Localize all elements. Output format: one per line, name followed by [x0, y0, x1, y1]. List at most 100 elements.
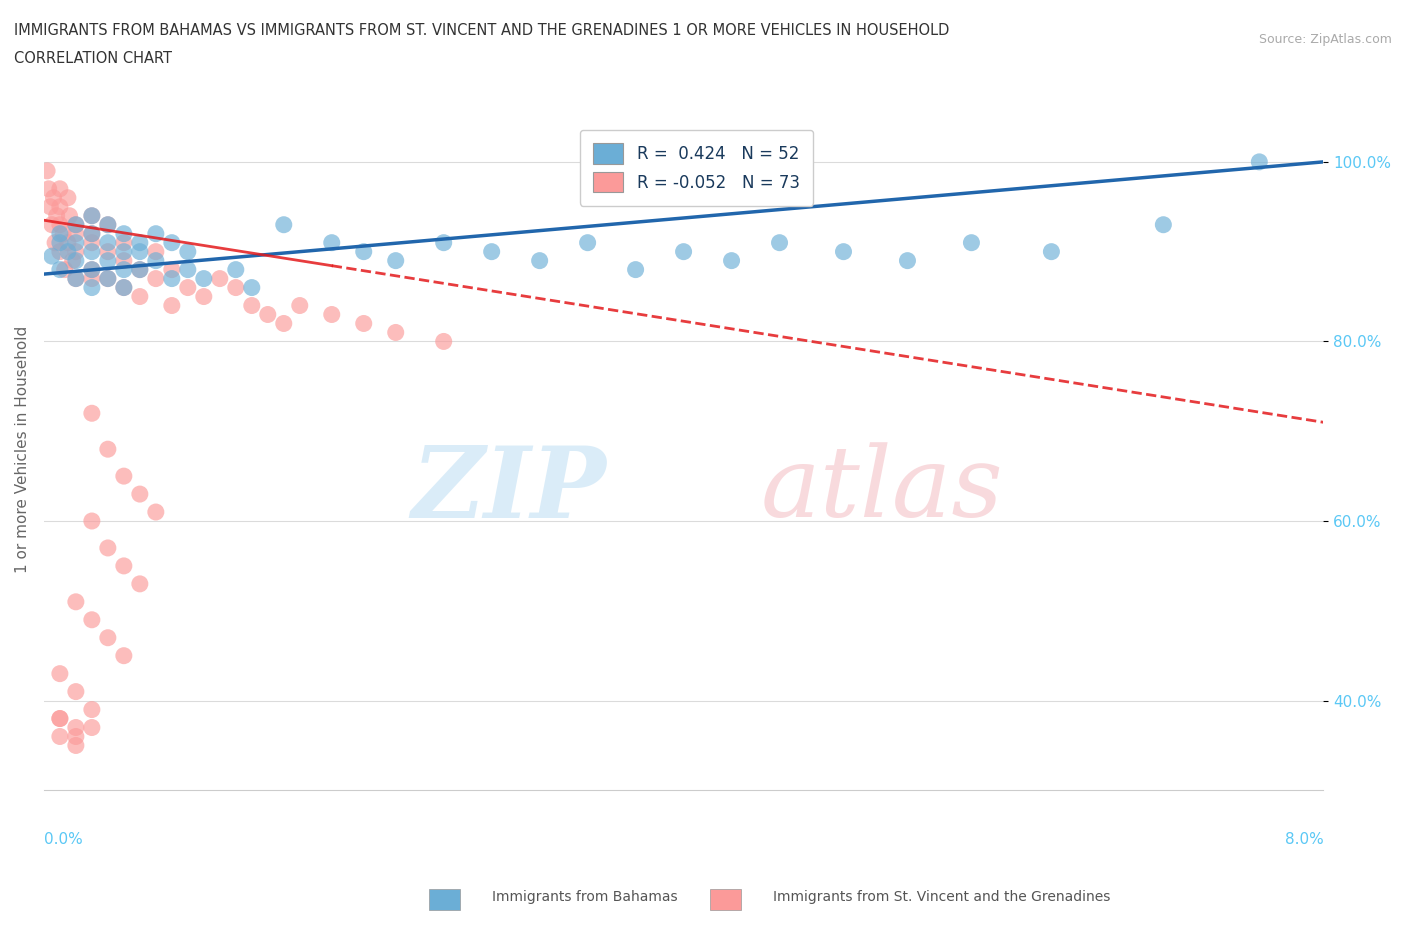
Point: [624, 262, 647, 277]
Point: [65, 245, 87, 259]
Point: [35, 164, 58, 179]
Point: [97, 540, 120, 555]
Point: [112, 648, 135, 663]
Point: [65, 218, 87, 232]
Y-axis label: 1 or more Vehicles in Household: 1 or more Vehicles in Household: [15, 326, 30, 573]
Point: [65, 594, 87, 609]
Point: [80, 280, 103, 295]
Point: [1249, 154, 1271, 169]
Point: [97, 218, 120, 232]
Point: [273, 218, 295, 232]
Point: [80, 272, 103, 286]
Point: [80, 720, 103, 735]
Point: [160, 272, 183, 286]
Point: [80, 405, 103, 420]
Point: [353, 316, 375, 331]
Point: [208, 272, 231, 286]
Point: [45, 208, 67, 223]
Point: [177, 245, 200, 259]
Point: [80, 226, 103, 241]
Point: [49, 262, 72, 277]
Point: [65, 738, 87, 753]
Point: [97, 245, 120, 259]
Point: [225, 262, 247, 277]
Point: [56, 235, 79, 250]
Point: [112, 280, 135, 295]
Point: [80, 702, 103, 717]
Point: [80, 226, 103, 241]
Point: [273, 316, 295, 331]
Point: [384, 325, 406, 339]
Point: [112, 226, 135, 241]
Point: [52, 226, 75, 241]
Point: [433, 235, 456, 250]
Point: [321, 307, 343, 322]
Point: [112, 262, 135, 277]
Point: [80, 262, 103, 277]
Point: [128, 245, 150, 259]
Point: [49, 666, 72, 681]
Point: [112, 245, 135, 259]
Point: [41, 248, 63, 263]
Point: [49, 235, 72, 250]
Point: [49, 711, 72, 726]
Point: [128, 486, 150, 501]
Point: [240, 299, 263, 313]
Text: Source: ZipAtlas.com: Source: ZipAtlas.com: [1258, 33, 1392, 46]
Point: [44, 235, 66, 250]
Point: [97, 272, 120, 286]
Point: [225, 280, 247, 295]
Point: [49, 711, 72, 726]
Point: [58, 208, 80, 223]
Point: [177, 262, 200, 277]
Point: [80, 513, 103, 528]
Text: Immigrants from St. Vincent and the Grenadines: Immigrants from St. Vincent and the Gren…: [773, 890, 1111, 905]
Point: [49, 181, 72, 196]
Point: [529, 253, 551, 268]
Point: [145, 245, 167, 259]
Point: [97, 272, 120, 286]
Point: [288, 299, 311, 313]
Point: [97, 218, 120, 232]
Point: [1152, 218, 1174, 232]
Point: [65, 272, 87, 286]
Point: [177, 280, 200, 295]
Point: [128, 235, 150, 250]
Text: ZIP: ZIP: [412, 442, 607, 538]
Point: [38, 181, 60, 196]
Point: [128, 289, 150, 304]
Point: [160, 235, 183, 250]
Point: [353, 245, 375, 259]
Point: [39, 199, 62, 214]
Point: [97, 253, 120, 268]
Point: [65, 684, 87, 699]
Point: [832, 245, 855, 259]
Point: [56, 191, 79, 206]
Point: [321, 235, 343, 250]
Point: [42, 191, 65, 206]
Point: [65, 272, 87, 286]
Point: [112, 253, 135, 268]
Point: [65, 729, 87, 744]
Point: [80, 208, 103, 223]
Point: [65, 226, 87, 241]
Point: [112, 280, 135, 295]
Point: [160, 299, 183, 313]
Point: [49, 199, 72, 214]
Text: Immigrants from Bahamas: Immigrants from Bahamas: [492, 890, 678, 905]
Point: [112, 235, 135, 250]
Point: [128, 577, 150, 591]
Point: [49, 226, 72, 241]
Point: [41, 218, 63, 232]
Point: [145, 253, 167, 268]
Point: [145, 226, 167, 241]
Point: [193, 272, 215, 286]
Point: [433, 334, 456, 349]
Point: [80, 208, 103, 223]
Text: 8.0%: 8.0%: [1285, 832, 1323, 847]
Point: [128, 262, 150, 277]
Point: [65, 253, 87, 268]
Point: [65, 235, 87, 250]
Point: [768, 235, 790, 250]
Text: atlas: atlas: [761, 443, 1002, 538]
